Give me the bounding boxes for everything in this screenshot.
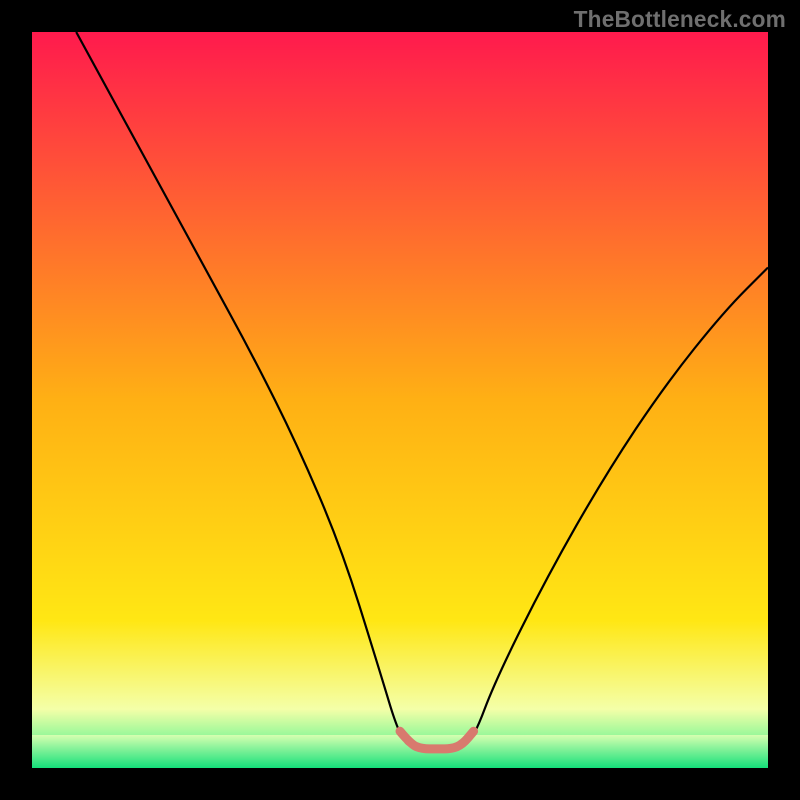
chart-container: TheBottleneck.com [0,0,800,800]
bottleneck-curve [76,32,768,750]
bottom-marker [400,731,474,749]
plot-area [32,32,768,768]
chart-svg [32,32,768,768]
watermark: TheBottleneck.com [574,6,786,33]
